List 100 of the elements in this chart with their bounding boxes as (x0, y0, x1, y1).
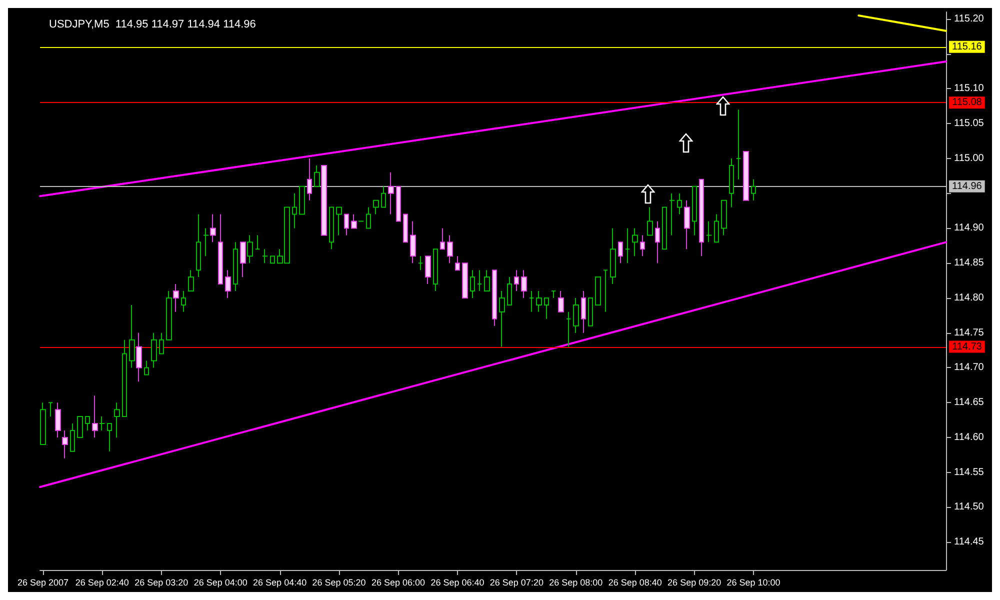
candlestick (144, 360, 149, 376)
candlestick (632, 228, 638, 257)
candlestick (492, 270, 497, 326)
ref-line-label: 115.16 (952, 41, 982, 52)
candlestick (114, 402, 120, 438)
candlestick (48, 402, 53, 418)
candlestick (351, 214, 357, 229)
candlestick (751, 178, 756, 201)
x-tick-label: 26 Sep 08:00 (549, 578, 603, 588)
candlestick (388, 172, 394, 215)
candlestick (721, 200, 727, 236)
candlestick (270, 256, 275, 264)
candlestick (92, 395, 98, 438)
candlestick (551, 290, 556, 298)
candlestick (321, 164, 327, 236)
y-tick-label: 114.60 (954, 432, 984, 443)
x-tick-label: 26 Sep 08:40 (608, 578, 662, 588)
candlestick (418, 256, 423, 271)
candlestick (70, 423, 75, 452)
candlestick (151, 332, 157, 368)
candlestick (381, 186, 386, 208)
x-tick-label: 26 Sep 09:20 (668, 578, 722, 588)
x-tick-label: 26 Sep 06:00 (371, 578, 426, 588)
candlestick (173, 284, 179, 312)
candlestick (706, 220, 712, 243)
candlestick (425, 256, 431, 285)
y-tick-label: 114.45 (954, 536, 984, 548)
x-tick-label: 26 Sep 02:40 (75, 578, 129, 588)
candlestick (573, 297, 579, 334)
candlestick (166, 290, 172, 340)
y-tick-label: 115.20 (954, 13, 984, 24)
candlestick (196, 214, 201, 278)
candlestick (447, 234, 453, 264)
x-tick-label: 26 Sep 07:20 (490, 578, 544, 588)
y-tick-label: 114.65 (954, 397, 984, 408)
y-tick-label: 114.85 (954, 258, 984, 269)
ref-line-label: 115.08 (952, 97, 982, 108)
candlestick (99, 416, 105, 431)
candlestick (40, 402, 46, 445)
candlestick (507, 276, 512, 306)
y-tick-label: 115.00 (954, 152, 984, 164)
candlestick (655, 220, 660, 264)
candlestick (77, 416, 83, 438)
candlestick (536, 290, 542, 312)
candlestick (255, 234, 260, 250)
candlestick (684, 200, 690, 250)
candlestick (129, 304, 135, 368)
candlestick (210, 214, 216, 243)
ref-line-label: 114.73 (952, 341, 982, 352)
y-tick-label: 115.10 (954, 83, 984, 94)
candlestick (581, 290, 586, 334)
candlestick (462, 262, 468, 298)
candlestick (544, 297, 549, 320)
candlestick (55, 402, 61, 438)
candlestick (455, 256, 460, 271)
x-tick-label: 26 Sep 10:00 (726, 578, 780, 588)
candlestick (329, 206, 334, 250)
candlestick (736, 109, 741, 180)
y-tick-label: 114.55 (954, 466, 984, 478)
candlestick (558, 290, 564, 312)
candlestick (618, 242, 623, 264)
candlestick (159, 332, 164, 354)
candlestick (588, 297, 593, 326)
candlestick (477, 270, 482, 292)
candlestick (566, 311, 571, 348)
y-tick-label: 114.50 (954, 502, 984, 513)
candlestick (122, 339, 127, 418)
candlestick (692, 186, 697, 236)
candlestick (470, 270, 475, 298)
y-tick-label: 114.75 (954, 327, 984, 338)
candlestick (188, 270, 194, 292)
y-tick-label: 114.90 (954, 222, 984, 234)
candlestick (85, 416, 90, 431)
candlestick (336, 206, 342, 236)
candlestick (396, 186, 401, 222)
candlestick (262, 248, 268, 264)
candlestick (647, 206, 653, 236)
candlestick (499, 290, 505, 348)
candlestick (307, 158, 312, 201)
candlestick (603, 270, 608, 312)
x-tick-label: 26 Sep 04:00 (194, 578, 248, 588)
candlestick (610, 228, 616, 285)
text: USDJPY,M5 114.95 114.97 114.94 114.96 (49, 18, 256, 30)
candlestick (107, 423, 112, 452)
candlestick (714, 214, 719, 243)
candlestick (218, 214, 223, 285)
y-tick-label: 115.05 (954, 118, 984, 130)
candlestick (669, 192, 675, 236)
candlestick (529, 290, 534, 312)
candlestick (729, 158, 734, 208)
y-tick-label: 114.80 (954, 292, 984, 304)
candlestick (625, 228, 630, 264)
candlestick (299, 186, 305, 215)
candlestick (240, 242, 246, 278)
x-tick-label: 26 Sep 04:40 (253, 578, 307, 588)
candlestick (292, 192, 297, 229)
candlestick (440, 228, 445, 250)
candlestick (373, 200, 379, 215)
candlestick (344, 214, 349, 236)
x-tick-label: 26 Sep 06:40 (430, 578, 484, 588)
